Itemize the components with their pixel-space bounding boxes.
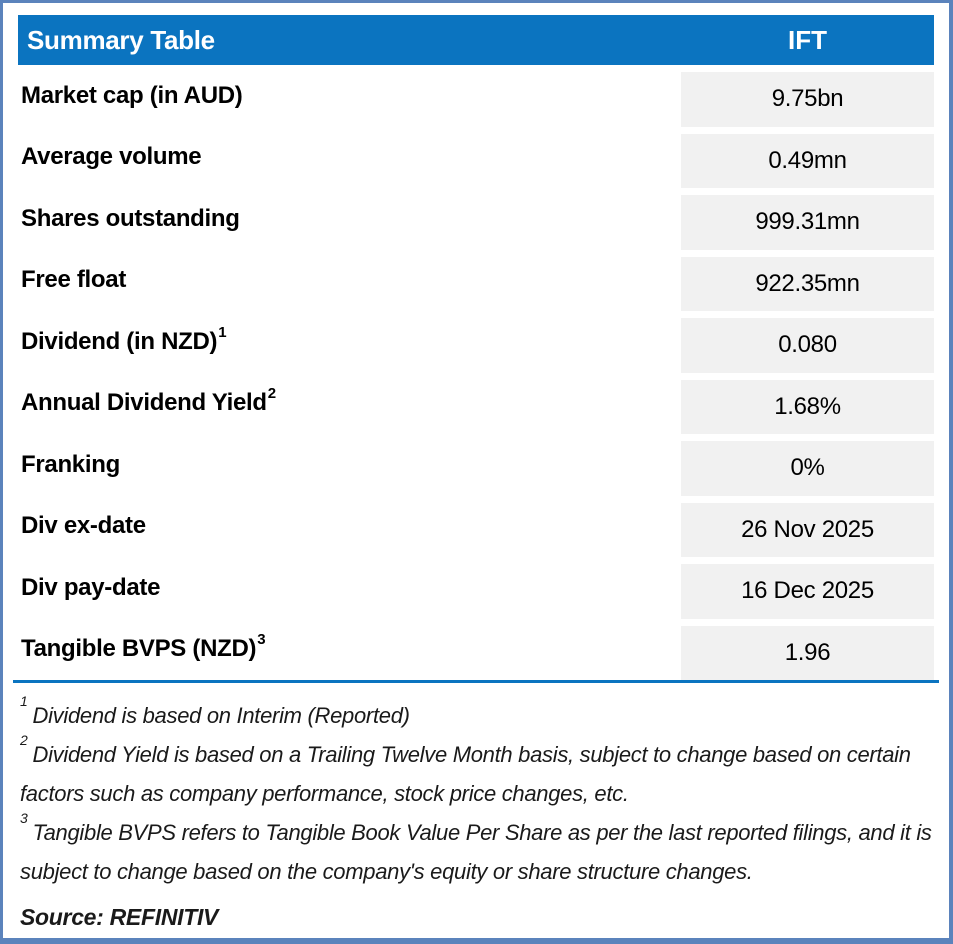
row-label: Free float <box>18 250 681 312</box>
row-label-text: Annual Dividend Yield <box>21 389 267 417</box>
row-label-text: Average volume <box>21 143 202 171</box>
row-label: Tangible BVPS (NZD) 3 <box>21 631 266 663</box>
table-row: Tangible BVPS (NZD) 3 1.96 <box>18 619 934 680</box>
row-label-text: Franking <box>21 450 120 478</box>
row-label-text: Div pay-date <box>21 573 161 601</box>
table-row: Div pay-date 16 Dec 2025 <box>18 557 934 619</box>
table-row: Dividend (in NZD) 1 0.080 <box>18 311 934 373</box>
row-value: 9.75bn <box>681 72 934 127</box>
row-value: 16 Dec 2025 <box>681 564 934 619</box>
source-note: Source: REFINITIV <box>20 904 219 930</box>
row-label: Franking <box>18 434 681 496</box>
table-row: Market cap (in AUD) 9.75bn <box>18 65 934 127</box>
row-label-text: Shares outstanding <box>21 204 240 232</box>
table-row: Annual Dividend Yield 2 1.68% <box>18 373 934 434</box>
footnote-2: 2Dividend Yield is based on a Trailing T… <box>20 731 932 813</box>
row-label-text: Free float <box>21 266 127 294</box>
column-header-ticker: IFT <box>788 24 827 55</box>
row-label: Shares outstanding <box>18 188 681 250</box>
footnote-3-marker: 3 <box>20 809 28 826</box>
footnote-1: 1Dividend is based on Interim (Reported) <box>20 692 932 735</box>
row-label: Div pay-date <box>18 557 681 619</box>
row-label: Dividend (in NZD) 1 <box>21 323 227 355</box>
table-bottom-rule <box>13 680 939 683</box>
row-label-text: Div ex-date <box>21 512 146 540</box>
footnote-2-text: Dividend Yield is based on a Trailing Tw… <box>20 742 911 806</box>
row-value: 0.49mn <box>681 133 934 188</box>
table-header: Summary Table IFT <box>18 15 934 65</box>
table-title: Summary Table <box>27 24 215 55</box>
row-value: 26 Nov 2025 <box>681 502 934 557</box>
row-value: 1.68% <box>681 379 934 434</box>
footnote-1-text: Dividend is based on Interim (Reported) <box>32 703 410 728</box>
row-label-text: Tangible BVPS (NZD) <box>21 635 257 663</box>
row-value: 0% <box>681 441 934 496</box>
table-row: Shares outstanding 999.31mn <box>18 188 934 250</box>
footnotes: 1Dividend is based on Interim (Reported)… <box>18 683 934 891</box>
table-row: Franking 0% <box>18 434 934 496</box>
row-value: 1.96 <box>681 625 934 680</box>
footnote-3-text: Tangible BVPS refers to Tangible Book Va… <box>20 820 932 884</box>
table-row: Div ex-date 26 Nov 2025 <box>18 496 934 558</box>
footnote-2-marker: 2 <box>20 731 28 748</box>
row-label: Market cap (in AUD) <box>18 65 681 127</box>
row-label-text: Market cap (in AUD) <box>21 81 243 109</box>
row-value: 0.080 <box>681 318 934 373</box>
row-label: Div ex-date <box>18 496 681 558</box>
row-value: 922.35mn <box>681 256 934 311</box>
row-label: Average volume <box>18 127 681 189</box>
table-body: Market cap (in AUD) 9.75bn Average volum… <box>18 65 934 680</box>
footnote-3: 3Tangible BVPS refers to Tangible Book V… <box>20 809 932 891</box>
row-value: 999.31mn <box>681 195 934 250</box>
row-label: Annual Dividend Yield 2 <box>21 385 276 417</box>
table-row: Average volume 0.49mn <box>18 127 934 189</box>
footnote-1-marker: 1 <box>20 692 28 709</box>
table-row: Free float 922.35mn <box>18 250 934 312</box>
row-label-text: Dividend (in NZD) <box>21 327 218 355</box>
